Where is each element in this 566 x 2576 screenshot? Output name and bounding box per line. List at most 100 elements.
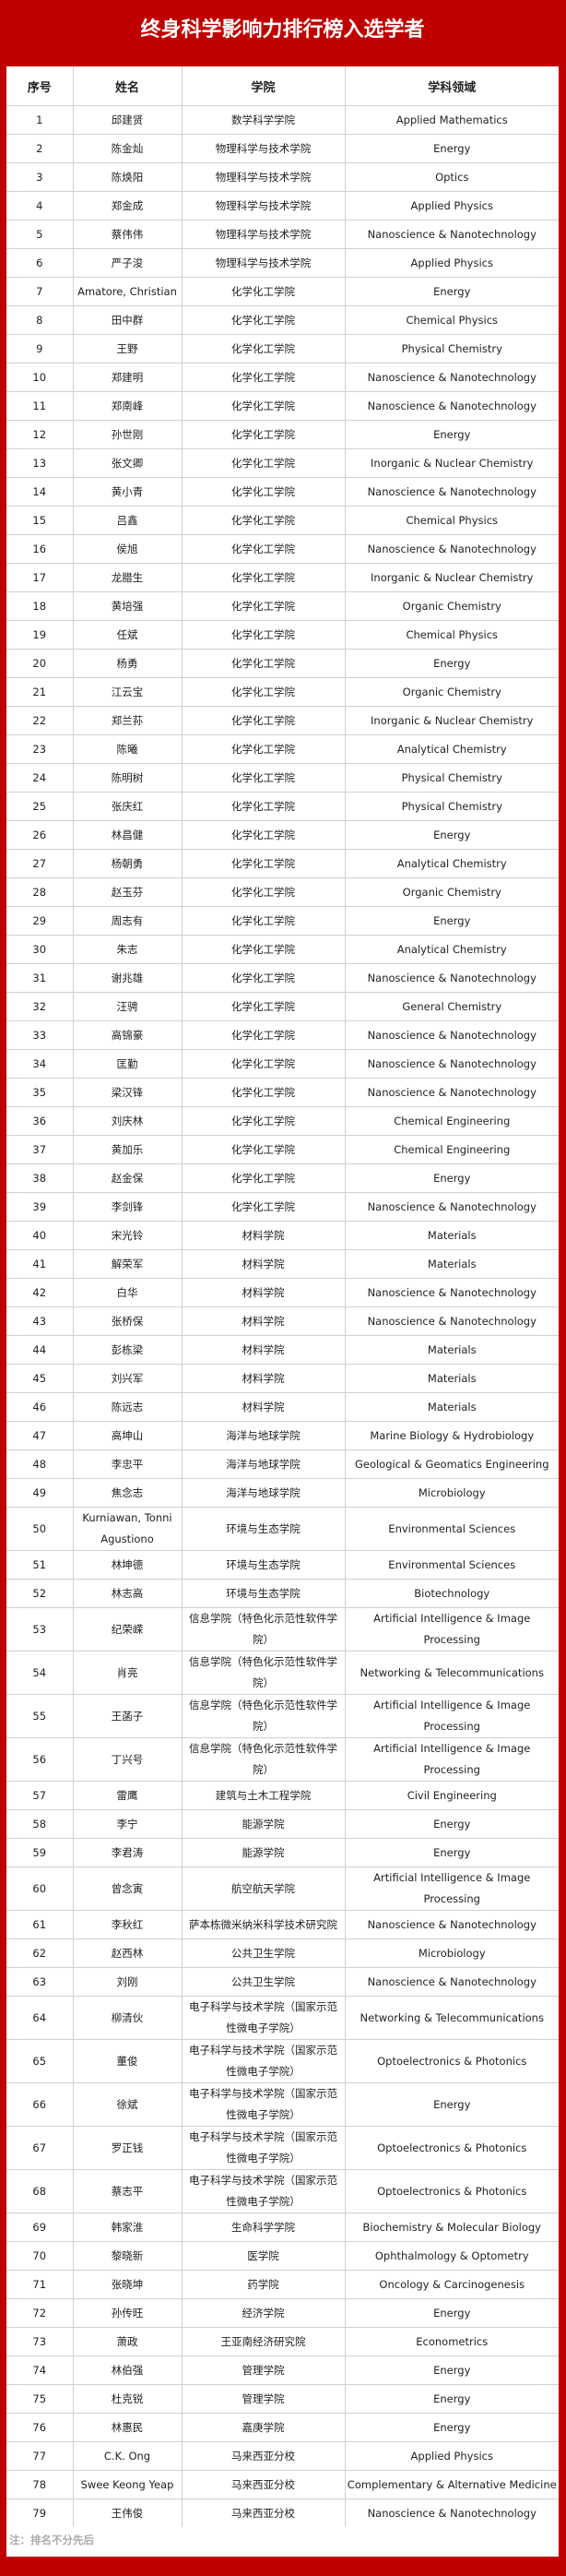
cell-name: 萧政 — [72, 2327, 183, 2356]
cell-name: 林伯强 — [72, 2355, 183, 2385]
cell-field: Marine Biology & Hydrobiology — [344, 1421, 559, 1450]
cell-name: 吕鑫 — [72, 506, 183, 535]
cell-college: 马来西亚分校 — [181, 2498, 346, 2527]
table-row: 53 纪荣嵘 信息学院（特色化示范性软件学院） Artificial Intellig… — [6, 1607, 559, 1652]
table-row: 58 李宁 能源学院 Energy — [6, 1809, 559, 1839]
table-row: 14 黄小青 化学化工学院 Nanoscience & Nanotechnology — [6, 477, 559, 507]
cell-name: 谢兆雄 — [72, 963, 183, 993]
cell-field: Nanoscience & Nanotechnology — [344, 534, 559, 564]
table-row: 56 丁兴号 信息学院（特色化示范性软件学院） Artificial Intellig… — [6, 1737, 559, 1782]
cell-college: 能源学院 — [181, 1809, 346, 1839]
cell-field: Energy — [344, 2355, 559, 2385]
table-row: 73 萧政 王亚南经济研究院 Econometrics — [6, 2327, 559, 2356]
table-row: 24 陈明树 化学化工学院 Physical Chemistry — [6, 763, 559, 793]
cell-name: 王野 — [72, 334, 183, 364]
cell-name: 孙传旺 — [72, 2298, 183, 2328]
cell-index: 11 — [6, 391, 74, 421]
table-row: 47 高坤山 海洋与地球学院 Marine Biology & Hydrobiolog… — [6, 1421, 559, 1450]
cell-index: 14 — [6, 477, 74, 507]
cell-name: 李忠平 — [72, 1449, 183, 1479]
table-row: 40 宋光铃 材料学院 Materials — [6, 1221, 559, 1250]
table-row: 22 郑兰荪 化学化工学院 Inorganic & Nuclear Chemistry — [6, 706, 559, 735]
cell-name: 王菡子 — [72, 1694, 183, 1738]
cell-index: 48 — [6, 1449, 74, 1479]
cell-name: 纪荣嵘 — [72, 1607, 183, 1652]
cell-index: 26 — [6, 820, 74, 850]
cell-name: 解荣军 — [72, 1249, 183, 1279]
cell-name: 蔡伟伟 — [72, 220, 183, 249]
cell-index: 77 — [6, 2441, 74, 2471]
cell-name: 彭栋梁 — [72, 1335, 183, 1365]
cell-index: 46 — [6, 1392, 74, 1422]
cell-index: 51 — [6, 1550, 74, 1580]
cell-field: Materials — [344, 1335, 559, 1365]
cell-college: 环境与生态学院 — [181, 1579, 346, 1608]
cell-index: 49 — [6, 1478, 74, 1508]
table-row: 36 刘庆林 化学化工学院 Chemical Engineering — [6, 1106, 559, 1136]
cell-field: Optics — [344, 162, 559, 192]
cell-field: Energy — [344, 820, 559, 850]
cell-index: 8 — [6, 305, 74, 335]
cell-field: Nanoscience & Nanotechnology — [344, 1192, 559, 1222]
header-college: 学院 — [181, 66, 346, 106]
cell-index: 66 — [6, 2082, 74, 2127]
cell-field: Energy — [344, 1163, 559, 1193]
cell-name: 林坤德 — [72, 1550, 183, 1580]
cell-college: 马来西亚分校 — [181, 2441, 346, 2471]
table-row: 19 任斌 化学化工学院 Chemical Physics — [6, 620, 559, 650]
cell-index: 22 — [6, 706, 74, 735]
cell-index: 10 — [6, 363, 74, 392]
cell-field: Artificial Intelligence & Image Processi… — [344, 1737, 559, 1782]
cell-name: 焦念志 — [72, 1478, 183, 1508]
cell-name: 刘庆林 — [72, 1106, 183, 1136]
cell-index: 79 — [6, 2498, 74, 2527]
table-row: 20 杨勇 化学化工学院 Energy — [6, 649, 559, 678]
cell-name: 蔡志平 — [72, 2169, 183, 2213]
cell-index: 36 — [6, 1106, 74, 1136]
cell-name: 龙腊生 — [72, 563, 183, 592]
table-row: 71 张晓坤 药学院 Oncology & Carcinogenesis — [6, 2270, 559, 2299]
table-row: 54 肖亮 信息学院（特色化示范性软件学院） Networking & Telecom… — [6, 1651, 559, 1695]
table-row: 76 林惠民 嘉庚学院 Energy — [6, 2413, 559, 2442]
cell-name: 陈远志 — [72, 1392, 183, 1422]
cell-name: 黎晓新 — [72, 2241, 183, 2271]
cell-index: 1 — [6, 105, 74, 135]
cell-index: 61 — [6, 1910, 74, 1939]
cell-field: Energy — [344, 2384, 559, 2414]
table-row: 55 王菡子 信息学院（特色化示范性软件学院） Artificial Intellig… — [6, 1694, 559, 1738]
cell-college: 医学院 — [181, 2241, 346, 2271]
table-row: 50 Kurniawan, Tonni Agustiono 环境与生态学院 Envir… — [6, 1507, 559, 1551]
cell-college: 化学化工学院 — [181, 992, 346, 1021]
table-row: 29 周志有 化学化工学院 Energy — [6, 906, 559, 936]
cell-field: Applied Physics — [344, 248, 559, 278]
cell-field: Inorganic & Nuclear Chemistry — [344, 448, 559, 478]
page-title: 终身科学影响力排行榜入选学者 — [140, 18, 425, 42]
cell-name: 杨勇 — [72, 649, 183, 678]
cell-index: 73 — [6, 2327, 74, 2356]
table-row: 11 郑南峰 化学化工学院 Nanoscience & Nanotechnology — [6, 391, 559, 421]
cell-index: 21 — [6, 677, 74, 707]
cell-index: 18 — [6, 591, 74, 621]
cell-college: 电子科学与技术学院（国家示范性微电子学院） — [181, 2082, 346, 2127]
cell-college: 公共卫生学院 — [181, 1967, 346, 1997]
table-row: 45 刘兴军 材料学院 Materials — [6, 1364, 559, 1393]
cell-college: 药学院 — [181, 2270, 346, 2299]
cell-index: 24 — [6, 763, 74, 793]
cell-college: 物理科学与技术学院 — [181, 248, 346, 278]
cell-college: 物理科学与技术学院 — [181, 220, 346, 249]
cell-college: 材料学院 — [181, 1221, 346, 1250]
table-row: 79 王伟俊 马来西亚分校 Nanoscience & Nanotechnology — [6, 2498, 559, 2527]
cell-index: 13 — [6, 448, 74, 478]
table-row: 17 龙腊生 化学化工学院 Inorganic & Nuclear Chemistry — [6, 563, 559, 592]
cell-name: 汪骋 — [72, 992, 183, 1021]
table-row: 7 Amatore, Christian 化学化工学院 Energy — [6, 277, 559, 306]
cell-name: 林志高 — [72, 1579, 183, 1608]
cell-name: 赵金保 — [72, 1163, 183, 1193]
table-row: 4 郑金成 物理科学与技术学院 Applied Physics — [6, 191, 559, 221]
cell-field: Nanoscience & Nanotechnology — [344, 2498, 559, 2527]
cell-college: 化学化工学院 — [181, 1020, 346, 1050]
cell-college: 化学化工学院 — [181, 877, 346, 907]
cell-field: Energy — [344, 906, 559, 936]
table-row: 41 解荣军 材料学院 Materials — [6, 1249, 559, 1279]
cell-college: 化学化工学院 — [181, 849, 346, 878]
